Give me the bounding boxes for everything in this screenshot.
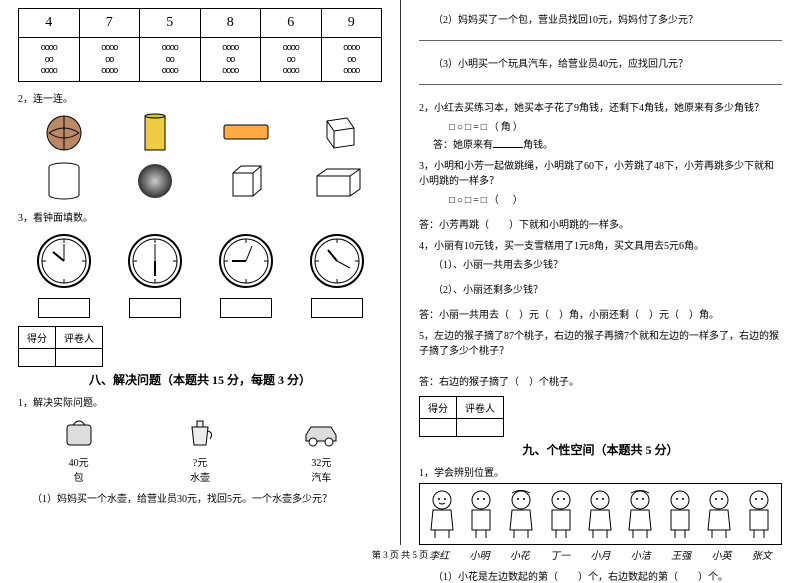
word-problem-items: 40元包 ?元水壶 32元汽车 — [18, 415, 382, 484]
r-q2: 2，小红去买练习本，她买本子花了9角钱，还剩下4角钱，她原来有多少角钱？ — [419, 99, 782, 114]
ans1-pre: 答：她原来有 — [433, 140, 493, 151]
kid-icon — [700, 488, 738, 540]
grader-label: 评卷人 — [457, 397, 504, 419]
clocks-row — [18, 232, 382, 290]
th-3: 8 — [200, 9, 261, 38]
r-q5: 5，左边的猴子摘了87个桃子，右边的猴子再摘7个就和左边的一样多了，右边的猴子摘… — [419, 327, 782, 357]
r-q4-2: （2）、小丽还剩多少钱？ — [433, 281, 782, 296]
q3-text: 3，看钟面填数。 — [18, 209, 382, 224]
answer-box[interactable] — [129, 298, 181, 318]
label-a: 包 — [59, 469, 99, 484]
score-label: 得分 — [19, 327, 56, 349]
answer-box[interactable] — [311, 298, 363, 318]
r-ans4: 答：小丽一共用去（ ）元（ ）角，小丽还剩（ ）元（ ）角。 — [419, 306, 782, 321]
r-q3: 3，小明和小芳一起做跳绳，小明跳了60下，小芳跳了48下，小芳再跳多少下就和小明… — [419, 157, 782, 187]
th-4: 6 — [261, 9, 322, 38]
ans1-post: 角钱。 — [523, 140, 553, 151]
grader-label: 评卷人 — [56, 327, 103, 349]
answer-line — [419, 84, 782, 85]
tc-0: oooooooooo — [19, 38, 80, 82]
rubik-icon — [312, 113, 362, 153]
kid-icon — [740, 488, 778, 540]
r-q4: 4，小丽有10元钱，买一支雪糕用了1元8角，买文具用去5元6角。 — [419, 237, 782, 252]
equation-1: □○□=□（角） — [449, 118, 525, 133]
match-shapes-bottom — [18, 161, 382, 201]
score-table-9: 得分评卷人 — [419, 396, 504, 437]
answer-line — [419, 40, 782, 41]
r-sub2: （2）妈妈买了一个包，营业员找回10元，妈妈付了多少元？ — [433, 11, 782, 26]
answer-boxes — [18, 298, 382, 318]
answer-box[interactable] — [38, 298, 90, 318]
clock-1 — [35, 232, 93, 290]
th-5: 9 — [321, 9, 382, 38]
kid-icon — [621, 488, 659, 540]
r-p1-1: （1）小花是左边数起的第（ ）个，右边数起的第（ ）个。 — [433, 568, 782, 583]
ball-icon — [39, 113, 89, 153]
tc-1: oooooooooo — [79, 38, 140, 82]
th-2: 5 — [140, 9, 201, 38]
equation-2: □○□=□（ ） — [449, 191, 525, 206]
kids-row — [419, 483, 782, 545]
tc-4: oooooooooo — [261, 38, 322, 82]
r-ans3: 答：小芳再跳（ ）下就和小明跳的一样多。 — [419, 216, 782, 231]
price-b: ?元 — [180, 454, 220, 469]
kettle-icon — [180, 415, 220, 449]
cylinder-icon — [39, 161, 89, 201]
kid-icon — [462, 488, 500, 540]
kid-icon — [542, 488, 580, 540]
kid-icon — [423, 488, 461, 540]
r-ans1: 答：她原来有 角钱。 — [433, 136, 782, 151]
score-table: 得分评卷人 — [18, 326, 103, 367]
r-sub3: （3）小明买一个玩具汽车，给营业员40元，应找回几元？ — [433, 55, 782, 70]
q2-text: 2，连一连。 — [18, 90, 382, 105]
section-9-title: 九、个性空间（本题共 5 分） — [419, 441, 782, 458]
package-icon — [221, 113, 271, 153]
clock-4 — [308, 232, 366, 290]
clock-3 — [217, 232, 275, 290]
kid-icon — [581, 488, 619, 540]
section-8-title: 八、解决问题（本题共 15 分，每题 3 分） — [18, 371, 382, 388]
label-b: 水壶 — [180, 469, 220, 484]
kid-icon — [661, 488, 699, 540]
match-items-top — [18, 113, 382, 153]
kid-icon — [502, 488, 540, 540]
answer-box[interactable] — [220, 298, 272, 318]
cube-icon — [221, 161, 271, 201]
score-label: 得分 — [420, 397, 457, 419]
car-icon — [301, 415, 341, 449]
r-p1: 1，学会辨别位置。 — [419, 464, 782, 479]
problem-1: 1，解决实际问题。 — [18, 394, 382, 409]
bag-icon — [59, 415, 99, 449]
label-c: 汽车 — [301, 469, 341, 484]
can-icon — [130, 113, 180, 153]
sphere-icon — [130, 161, 180, 201]
tc-2: oooooooooo — [140, 38, 201, 82]
number-table: 4 7 5 8 6 9 oooooooooo oooooooooo oooooo… — [18, 8, 382, 82]
th-0: 4 — [19, 9, 80, 38]
r-ans5: 答：右边的猴子摘了（ ）个桃子。 — [419, 373, 782, 388]
tc-3: oooooooooo — [200, 38, 261, 82]
cuboid-icon — [312, 161, 362, 201]
tc-5: oooooooooo — [321, 38, 382, 82]
price-c: 32元 — [301, 454, 341, 469]
th-1: 7 — [79, 9, 140, 38]
clock-2 — [126, 232, 184, 290]
r-q4-1: （1）、小丽一共用去多少钱？ — [433, 256, 782, 271]
p1-sub1: （1）妈妈买一个水壶，给营业员30元，找回5元。一个水壶多少元？ — [32, 490, 382, 505]
price-a: 40元 — [59, 454, 99, 469]
blank-field[interactable] — [493, 138, 523, 148]
page-footer: 第 3 页 共 5 页 — [0, 548, 800, 561]
